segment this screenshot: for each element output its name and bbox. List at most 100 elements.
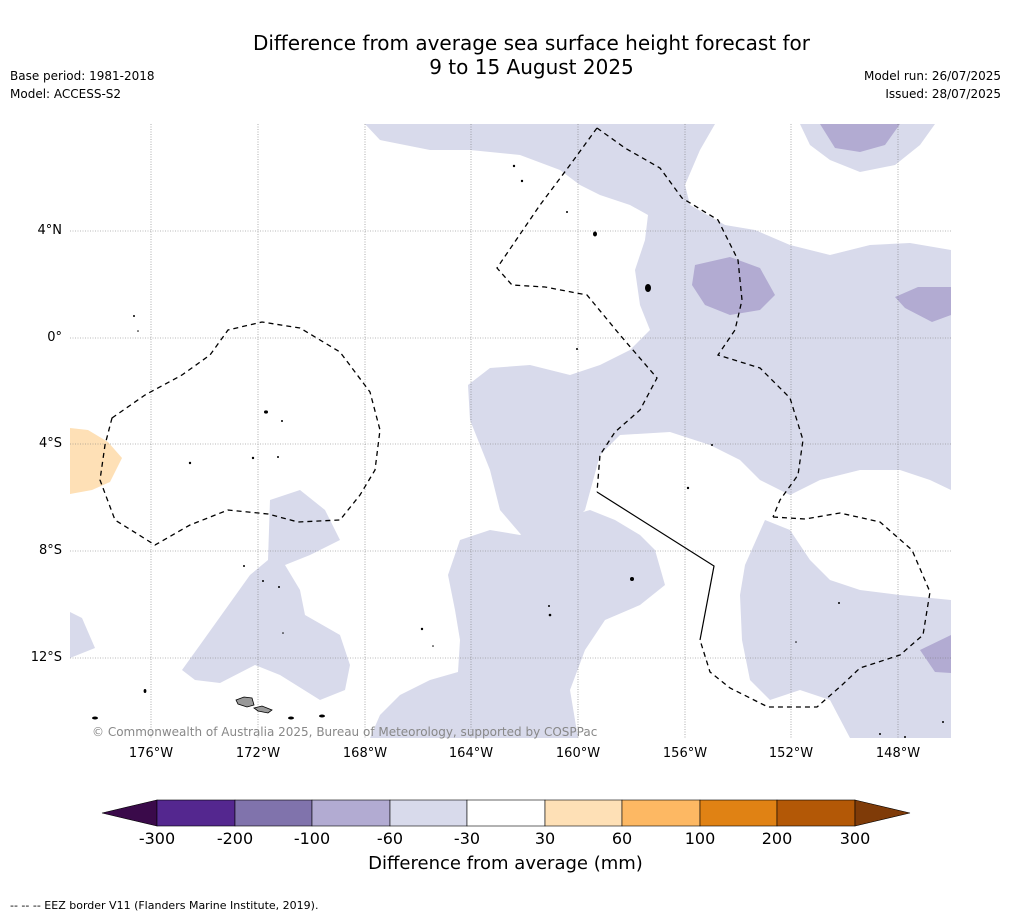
eez-border-central <box>596 127 804 518</box>
colorbar-tick-label: -200 <box>216 829 254 848</box>
island <box>686 486 690 490</box>
island <box>262 580 264 582</box>
anomaly-region-light-orange <box>70 428 122 494</box>
meta-left: Base period: 1981-2018 Model: ACCESS-S2 <box>10 67 155 103</box>
lon-label-160w: 160°W <box>555 746 601 761</box>
lat-label-12s: 12°S <box>30 650 62 665</box>
colorbar-tick-label: 300 <box>839 829 871 848</box>
colorbar-tick-label: -100 <box>293 829 331 848</box>
anomaly-region-light-southwest <box>182 490 350 700</box>
island <box>904 736 906 738</box>
anomaly-region-medium-4 <box>920 635 951 673</box>
lat-label-4s: 4°S <box>38 436 62 451</box>
colorbar-segment <box>311 799 391 827</box>
colorbar-segment <box>544 799 623 827</box>
colorbar-tick-label: 200 <box>761 829 793 848</box>
anomaly-region-medium-2 <box>895 287 951 322</box>
model-text: Model: ACCESS-S2 <box>10 87 122 101</box>
meta-right: Model run: 26/07/2025 Issued: 28/07/2025 <box>864 67 1001 103</box>
lon-label-152w: 152°W <box>768 746 814 761</box>
colorbar-segment <box>466 799 546 827</box>
colorbar-segment <box>776 799 856 827</box>
island-samoa-savaii <box>235 696 255 708</box>
island <box>92 716 98 720</box>
island <box>188 461 192 465</box>
island <box>795 641 797 643</box>
lat-label-4n: 4°N <box>37 223 63 238</box>
island <box>137 330 139 332</box>
colorbar-extend-high <box>854 799 911 827</box>
title-line-2: 9 to 15 August 2025 <box>429 55 634 79</box>
island <box>264 410 268 414</box>
colorbar-segment <box>621 799 701 827</box>
island <box>593 231 597 237</box>
lon-label-172w: 172°W <box>235 746 281 761</box>
colorbar-tick-label: -60 <box>376 829 404 848</box>
lon-label-168w: 168°W <box>342 746 388 761</box>
eez-border-central-west <box>496 127 658 493</box>
island <box>281 420 283 422</box>
anomaly-region-light-southeast <box>740 520 951 738</box>
colorbar-segment <box>389 799 468 827</box>
island <box>243 565 245 567</box>
colorbar-tick-label: 60 <box>611 829 633 848</box>
lat-label-0: 0° <box>47 330 62 345</box>
island <box>520 179 524 183</box>
colorbar-title: Difference from average (mm) <box>368 853 643 874</box>
island <box>432 645 434 647</box>
island <box>548 613 552 617</box>
island <box>879 733 881 735</box>
colorbar-tick-label: 30 <box>534 829 556 848</box>
lon-label-148w: 148°W <box>875 746 921 761</box>
island <box>143 689 147 693</box>
lat-label-8s: 8°S <box>38 543 62 558</box>
anomaly-region-medium-1 <box>692 257 775 315</box>
lon-label-164w: 164°W <box>448 746 494 761</box>
eez-border-east <box>699 512 931 708</box>
islands <box>92 164 944 738</box>
issued-text: Issued: 28/07/2025 <box>885 87 1001 101</box>
colorbar-tick-label: -30 <box>453 829 481 848</box>
map-area <box>70 124 951 738</box>
island <box>251 456 255 460</box>
colorbar-tick-label: -300 <box>138 829 176 848</box>
map-title: Difference from average sea surface heig… <box>0 31 1011 79</box>
island <box>838 602 840 604</box>
island <box>548 605 550 607</box>
anomaly-region-light-west <box>70 612 95 658</box>
lon-label-176w: 176°W <box>128 746 174 761</box>
anomaly-region-light-north <box>365 124 951 545</box>
island <box>630 577 634 581</box>
island <box>645 284 651 292</box>
island <box>319 714 325 718</box>
island <box>420 627 424 631</box>
maritime-boundary-solid <box>596 491 715 641</box>
colorbar-segment <box>234 799 313 827</box>
lon-label-156w: 156°W <box>662 746 708 761</box>
copyright-notice: © Commonwealth of Australia 2025, Bureau… <box>92 725 598 739</box>
eez-border-west <box>99 321 381 546</box>
island <box>512 164 516 168</box>
colorbar-extend-low <box>101 799 158 827</box>
graticule <box>70 124 951 738</box>
colorbar-tick-label: 100 <box>684 829 716 848</box>
island <box>576 348 578 350</box>
footer-legend-note: -- -- -- EEZ border V11 (Flanders Marine… <box>10 899 319 912</box>
island <box>942 721 944 723</box>
island-samoa-upolu <box>253 705 273 714</box>
island <box>566 211 568 213</box>
colorbar-segment <box>699 799 778 827</box>
title-line-1: Difference from average sea surface heig… <box>252 31 811 55</box>
anomaly-region-light-south <box>370 510 665 738</box>
eez-borders <box>99 127 931 708</box>
model-run-text: Model run: 26/07/2025 <box>863 69 1001 83</box>
island <box>282 632 284 634</box>
colorbar <box>101 799 911 827</box>
island <box>277 456 279 458</box>
island <box>133 315 135 317</box>
colorbar-segment <box>156 799 236 827</box>
island <box>278 586 280 588</box>
anomaly-region-medium-3 <box>820 124 900 152</box>
island <box>711 444 713 446</box>
